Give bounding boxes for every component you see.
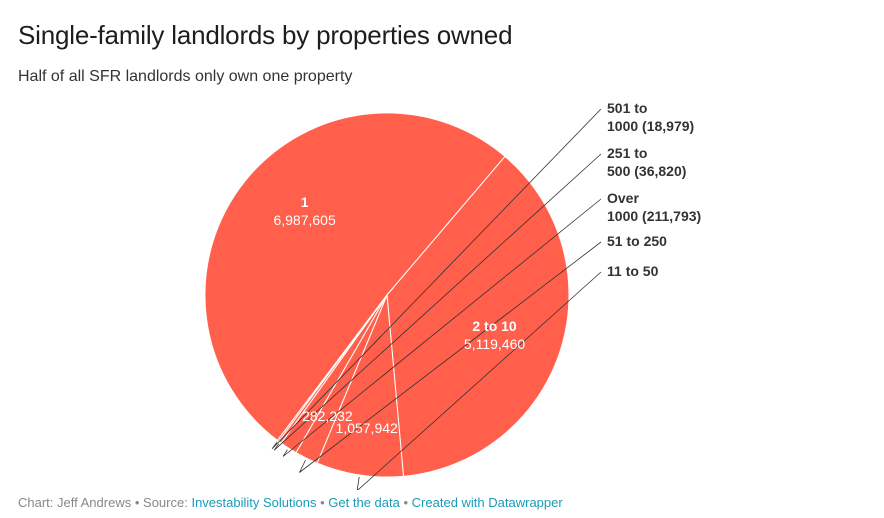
pie-slice-501-to-1000: [276, 294, 388, 442]
slice-label-category: 1: [301, 194, 309, 210]
slice-labels: 1 6,987,605 2 to 10 5,119,460 1,057,942 11 to…: [273, 100, 701, 436]
leader-line: [273, 153, 602, 451]
slice-label-outside: 500 (36,820): [607, 163, 686, 179]
source-link[interactable]: Investability Solutions: [191, 495, 317, 510]
datawrapper-link[interactable]: Created with Datawrapper: [411, 495, 563, 510]
chart-footer: Chart: Jeff Andrews • Source: Investabil…: [18, 495, 563, 510]
leader-lines: [271, 108, 602, 490]
chart-subtitle: Half of all SFR landlords only own one p…: [18, 68, 353, 85]
slice-label-outside: 1000 (18,979): [607, 118, 694, 134]
leader-line: [271, 108, 602, 450]
slice-label-category: 2 to 10: [472, 318, 517, 334]
pie-slice-2-to-10: [386, 155, 570, 477]
slice-label-value: 6,987,605: [273, 212, 335, 228]
footer-separator: •: [403, 495, 409, 510]
footer-separator: •: [320, 495, 325, 510]
leader-line: [299, 241, 602, 473]
pie-slice-1: [204, 112, 506, 441]
get-data-link[interactable]: Get the data: [328, 495, 400, 510]
leader-line: [356, 271, 602, 490]
slice-label-outside: 51 to 250: [607, 233, 667, 249]
slice-label-outside: 251 to: [607, 145, 647, 161]
slice-label-outside: 11 to 50: [607, 263, 659, 279]
slice-label-value: 282,232: [302, 408, 353, 424]
pie-slices: [204, 112, 570, 478]
footer-source-prefix: Source:: [143, 495, 188, 510]
footer-credit: Chart: Jeff Andrews: [18, 495, 132, 510]
footer-separator: •: [134, 495, 140, 510]
leader-line: [282, 198, 602, 457]
slice-label-value: 5,119,460: [464, 336, 525, 352]
slice-label-outside: 1000 (211,793): [607, 208, 701, 224]
slice-label-outside: Over: [607, 190, 639, 206]
slice-label-value: 1,057,942: [336, 420, 398, 436]
slice-label-outside: 501 to: [607, 100, 647, 116]
pie-chart: 1 6,987,605 2 to 10 5,119,460 1,057,942 11 to…: [204, 100, 701, 490]
chart-title: Single-family landlords by properties ow…: [18, 20, 513, 50]
